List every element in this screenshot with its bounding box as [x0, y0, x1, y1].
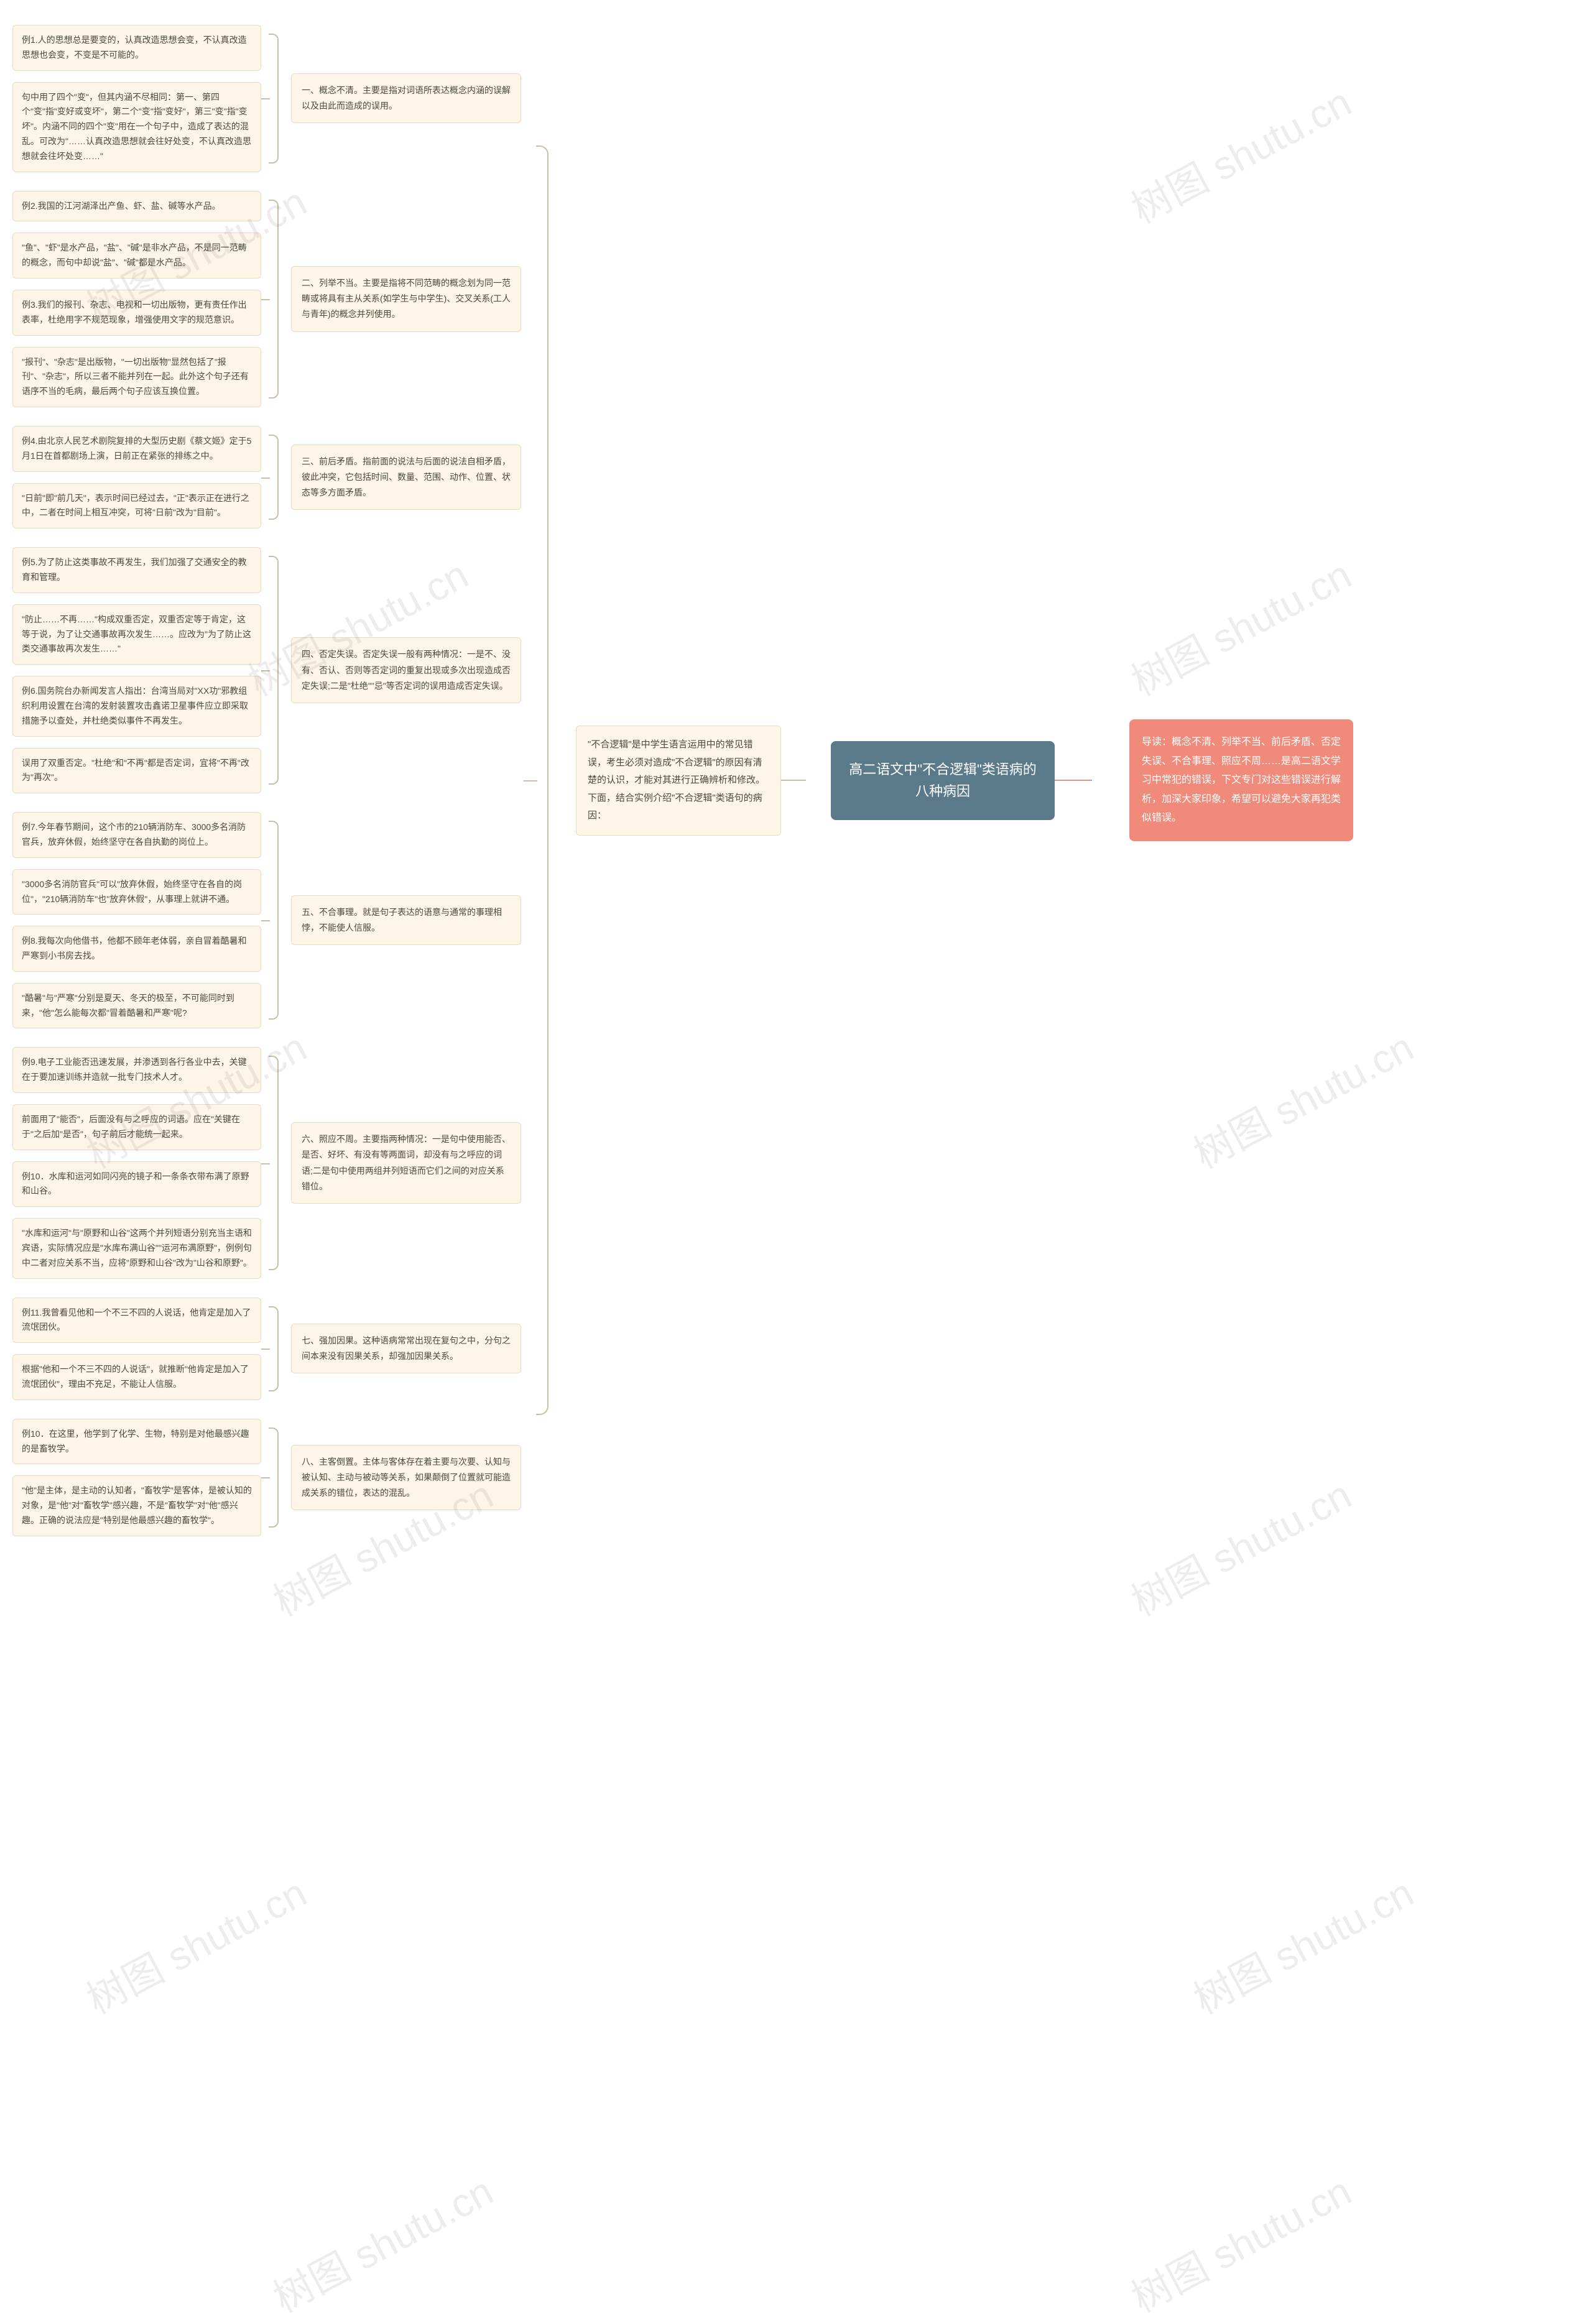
leaf-node: 例8.我每次向他借书，他都不顾年老体弱，亲自冒着酷暑和严寒到小书房去找。 [12, 926, 261, 972]
leaf-node: "日前"即"前几天"，表示时间已经过去，"正"表示正在进行之中，二者在时间上相互… [12, 483, 261, 529]
cause-node: 八、主客倒置。主体与客体存在着主要与次要、认知与被认知、主动与被动等关系，如果颠… [291, 1445, 521, 1511]
cause-row: 例9.电子工业能否迅速发展，并渗透到各行各业中去，关键在于要加速训练并造就一批专… [12, 1047, 521, 1278]
leaf-group: 例9.电子工业能否迅速发展，并渗透到各行各业中去，关键在于要加速训练并造就一批专… [12, 1047, 261, 1278]
cause-node: 五、不合事理。就是句子表达的语意与通常的事理相悖，不能使人信服。 [291, 895, 521, 945]
bracket-leaves-to-cause [261, 812, 279, 1028]
leaf-node: "防止……不再……"构成双重否定，双重否定等于肯定，这等于说，为了让交通事故再次… [12, 604, 261, 665]
leaf-node: 句中用了四个"变"，但其内涵不尽相同：第一、第四个"变"指"变好或变坏"，第二个… [12, 82, 261, 172]
connector-intro-title [781, 780, 806, 781]
leaf-node: 例1.人的思想总是要变的，认真改造思想会变，不认真改造思想也会变，不变是不可能的… [12, 25, 261, 71]
leaf-node: 例3.我们的报刊、杂志、电视和一切出版物，更有责任作出表率，杜绝用字不规范现象，… [12, 290, 261, 336]
bracket-leaves-to-cause [261, 547, 279, 793]
cause-row: 例2.我国的江河湖泽出产鱼、虾、盐、碱等水产品。 "鱼"、"虾"是水产品，"盐"、… [12, 191, 521, 407]
bracket-leaves-to-cause [261, 1419, 279, 1536]
cause-node: 二、列举不当。主要是指将不同范畴的概念划为同一范畴或将具有主从关系(如学生与中学… [291, 266, 521, 332]
title-node: 高二语文中"不合逻辑"类语病的八种病因 [831, 741, 1055, 819]
leaf-node: 根据"他和一个不三不四的人说话"，就推断"他肯定是加入了流氓团伙"，理由不充足，… [12, 1354, 261, 1400]
cause-row: 例7.今年春节期间，这个市的210辆消防车、3000多名消防官兵，放弃休假，始终… [12, 812, 521, 1028]
leaf-node: 例2.我国的江河湖泽出产鱼、虾、盐、碱等水产品。 [12, 191, 261, 222]
cause-row: 例4.由北京人民艺术剧院复排的大型历史剧《蔡文姬》定于5月1日在首都剧场上演，日… [12, 426, 521, 528]
intro-column: "不合逻辑"是中学生语言运用中的常见错误，考生必须对造成"不合逻辑"的原因有清楚… [576, 726, 781, 836]
leaf-group: 例4.由北京人民艺术剧院复排的大型历史剧《蔡文姬》定于5月1日在首都剧场上演，日… [12, 426, 261, 528]
leaf-node: 前面用了"能否"，后面没有与之呼应的词语。应在"关键在于"之后加"是否"，句子前… [12, 1104, 261, 1150]
connector-title-summary [1055, 780, 1092, 781]
leaf-node: 例10．在这里，他学到了化学、生物，特别是对他最感兴趣的是畜牧学。 [12, 1419, 261, 1465]
leaf-group: 例10．在这里，他学到了化学、生物，特别是对他最感兴趣的是畜牧学。 "他"是主体，… [12, 1419, 261, 1536]
watermark-text: 树图 shutu.cn [1120, 2160, 1360, 2323]
leaf-node: "3000多名消防官兵"可以"放弃休假，始终坚守在各自的岗位"，"210辆消防车… [12, 869, 261, 915]
cause-row: 例5.为了防止这类事故不再发生，我们加强了交通安全的教育和管理。 "防止……不再…… [12, 547, 521, 793]
leaf-node: 例10．水库和运河如同闪亮的镜子和一条条衣带布满了原野和山谷。 [12, 1161, 261, 1207]
cause-node: 六、照应不周。主要指两种情况：一是句中使用能否、是否、好坏、有没有等两面词，却没… [291, 1122, 521, 1204]
bracket-leaves-to-cause [261, 1047, 279, 1278]
leaf-node: "酷暑"与"严寒"分别是夏天、冬天的极至，不可能同时到来，"他"怎么能每次都"冒… [12, 983, 261, 1029]
bracket-leaves-to-cause [261, 191, 279, 407]
cause-node: 四、否定失误。否定失误一般有两种情况：一是不、没有、否认、否则等否定词的重复出现… [291, 637, 521, 703]
cause-row: 例11.我曾看见他和一个不三不四的人说话，他肯定是加入了流氓团伙。根据"他和一个… [12, 1298, 521, 1400]
mindmap-root: 例1.人的思想总是要变的，认真改造思想会变，不认真改造思想也会变，不变是不可能的… [12, 25, 1580, 1536]
leaf-group: 例5.为了防止这类事故不再发生，我们加强了交通安全的教育和管理。 "防止……不再…… [12, 547, 261, 793]
cause-row: 例10．在这里，他学到了化学、生物，特别是对他最感兴趣的是畜牧学。 "他"是主体，… [12, 1419, 521, 1536]
summary-column: 导读：概念不清、列举不当、前后矛盾、否定失误、不合事理、照应不周……是高二语文学… [1129, 719, 1353, 841]
bracket-leaves-to-cause [261, 1298, 279, 1400]
leaf-node: 例9.电子工业能否迅速发展，并渗透到各行各业中去，关键在于要加速训练并造就一批专… [12, 1047, 261, 1093]
watermark-text: 树图 shutu.cn [75, 1861, 315, 2025]
bracket-leaves-to-cause [261, 426, 279, 528]
leaf-node: "水库和运河"与"原野和山谷"这两个并列短语分别充当主语和宾语，实际情况应是"水… [12, 1218, 261, 1278]
leaf-node: 例5.为了防止这类事故不再发生，我们加强了交通安全的教育和管理。 [12, 547, 261, 593]
watermark-text: 树图 shutu.cn [262, 2160, 502, 2323]
watermark-text: 树图 shutu.cn [1182, 1861, 1422, 2025]
leaf-group: 例1.人的思想总是要变的，认真改造思想会变，不认真改造思想也会变，不变是不可能的… [12, 25, 261, 172]
cause-node: 三、前后矛盾。指前面的说法与后面的说法自相矛盾，彼此冲突，它包括时间、数量、范围… [291, 445, 521, 510]
leaf-group: 例2.我国的江河湖泽出产鱼、虾、盐、碱等水产品。 "鱼"、"虾"是水产品，"盐"、… [12, 191, 261, 407]
cause-node: 一、概念不清。主要是指对词语所表达概念内涵的误解以及由此而造成的误用。 [291, 73, 521, 123]
causes-column: 例1.人的思想总是要变的，认真改造思想会变，不认真改造思想也会变，不变是不可能的… [12, 25, 551, 1536]
leaf-node: 例11.我曾看见他和一个不三不四的人说话，他肯定是加入了流氓团伙。 [12, 1298, 261, 1344]
causes-list: 例1.人的思想总是要变的，认真改造思想会变，不认真改造思想也会变，不变是不可能的… [12, 25, 521, 1536]
leaf-node: "他"是主体，是主动的认知者，"畜牧学"是客体，是被认知的对象，是"他"对"畜牧… [12, 1475, 261, 1536]
leaf-node: 例7.今年春节期间，这个市的210辆消防车、3000多名消防官兵，放弃休假，始终… [12, 812, 261, 858]
bracket-leaves-to-cause [261, 25, 279, 172]
leaf-group: 例7.今年春节期间，这个市的210辆消防车、3000多名消防官兵，放弃休假，始终… [12, 812, 261, 1028]
leaf-node: 例6.国务院台办新闻发言人指出：台湾当局对"XX功"邪教组织利用设置在台湾的发射… [12, 676, 261, 736]
leaf-node: 误用了双重否定。"杜绝"和"不再"都是否定词，宜将"不再"改为"再次"。 [12, 748, 261, 794]
cause-row: 例1.人的思想总是要变的，认真改造思想会变，不认真改造思想也会变，不变是不可能的… [12, 25, 521, 172]
title-column: 高二语文中"不合逻辑"类语病的八种病因 [831, 741, 1055, 819]
bracket-causes-to-intro [524, 25, 548, 1536]
leaf-node: "鱼"、"虾"是水产品，"盐"、"碱"是非水产品，不是同一范畴的概念，而句中却说… [12, 233, 261, 279]
cause-node: 七、强加因果。这种语病常常出现在复句之中，分句之间本来没有因果关系，却强加因果关… [291, 1324, 521, 1373]
leaf-node: "报刊"、"杂志"是出版物，"一切出版物"显然包括了"报刊"、"杂志"，所以三者… [12, 347, 261, 407]
leaf-node: 例4.由北京人民艺术剧院复排的大型历史剧《蔡文姬》定于5月1日在首都剧场上演，日… [12, 426, 261, 472]
intro-node: "不合逻辑"是中学生语言运用中的常见错误，考生必须对造成"不合逻辑"的原因有清楚… [576, 726, 781, 836]
summary-node: 导读：概念不清、列举不当、前后矛盾、否定失误、不合事理、照应不周……是高二语文学… [1129, 719, 1353, 841]
leaf-group: 例11.我曾看见他和一个不三不四的人说话，他肯定是加入了流氓团伙。根据"他和一个… [12, 1298, 261, 1400]
